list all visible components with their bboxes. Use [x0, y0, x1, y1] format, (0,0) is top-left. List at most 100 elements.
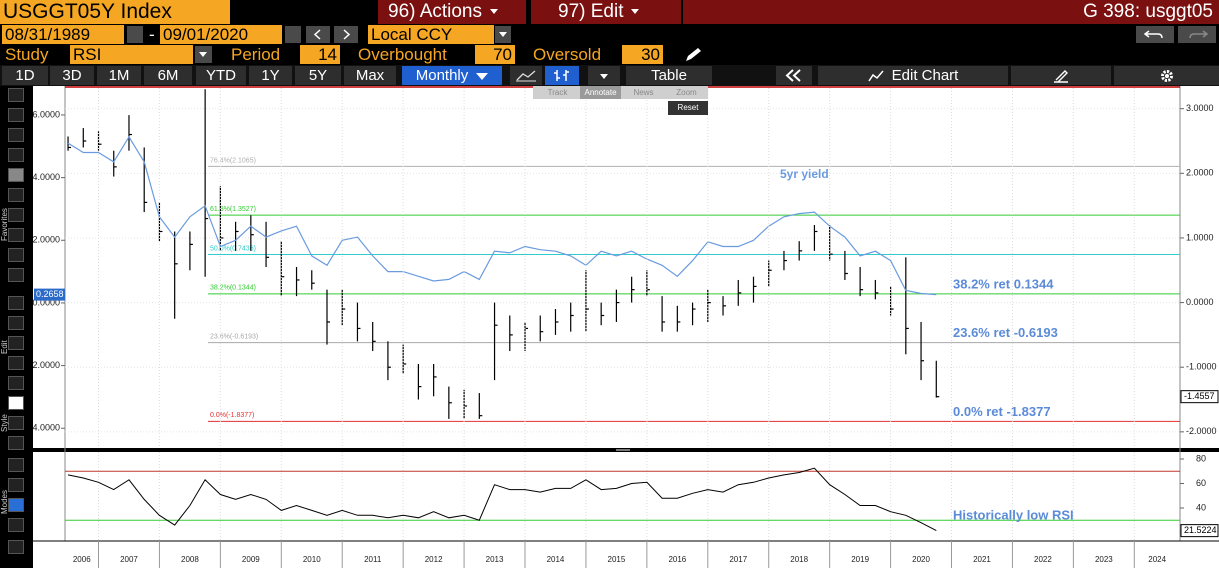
x-tick-label: 2023 [1095, 555, 1113, 564]
bar-chart-button[interactable] [545, 66, 579, 85]
chart-tool[interactable]: Track [547, 88, 568, 97]
range-button[interactable]: 1Y [249, 66, 292, 85]
delete-tool[interactable] [8, 356, 24, 370]
pen-icon[interactable] [683, 46, 703, 64]
range-button[interactable]: 1M [97, 66, 141, 85]
draw-button[interactable] [1011, 66, 1111, 85]
fib-tool[interactable] [8, 168, 24, 182]
period-label: Period [231, 45, 281, 64]
sidebar-section-label: Modes [0, 489, 9, 514]
edit-chart-button[interactable]: Edit Chart [818, 66, 1008, 85]
oversold-label: Oversold [533, 45, 602, 64]
x-tick-label: 2017 [729, 555, 747, 564]
y2-tick-label: 2.0000 [1186, 168, 1214, 178]
prev-button[interactable] [306, 26, 330, 43]
color-style[interactable] [8, 396, 24, 410]
series-label: 5yr yield [780, 167, 829, 181]
currency-field[interactable]: Local CCY [368, 25, 494, 44]
dollar-tool[interactable] [8, 148, 24, 162]
calendar-button[interactable] [285, 26, 301, 43]
x-tick-label: 2006 [73, 555, 91, 564]
chart-type-dropdown[interactable] [588, 66, 620, 85]
reset-button[interactable]: Reset [668, 101, 708, 115]
pointer-tool[interactable] [8, 88, 24, 102]
channel-tool[interactable] [8, 208, 24, 222]
edit-chart-label: Edit Chart [891, 67, 959, 84]
period-field[interactable]: 14 [300, 45, 340, 64]
pen-tool[interactable] [8, 296, 24, 310]
oversold-field[interactable]: 30 [622, 45, 663, 64]
fib-level-label: 76.4%(2.1065) [210, 157, 256, 164]
start-date-field[interactable]: 08/31/1989 [2, 25, 124, 44]
mode-four[interactable] [8, 518, 24, 532]
erase-tool[interactable] [8, 336, 24, 350]
settings-button[interactable] [1114, 66, 1219, 85]
chart-tool[interactable]: Zoom [676, 88, 697, 97]
collapse-icon [785, 69, 801, 82]
dash-style[interactable] [8, 436, 24, 450]
retracement-tool[interactable] [8, 188, 24, 202]
sidebar-section-label: Style [0, 414, 9, 432]
table-button[interactable]: Table [626, 66, 712, 85]
actions-label: 96) Actions [388, 1, 482, 22]
brush-tool[interactable] [8, 228, 24, 242]
dropdown-arrow [499, 32, 507, 38]
prev-icon [313, 29, 321, 40]
y-tick-label: 6.0000 [32, 109, 60, 119]
hline-tool[interactable] [8, 248, 24, 262]
dropdown-arrow [199, 52, 207, 58]
y-tick-label: 0.0000 [32, 297, 60, 307]
study-label: Study [5, 45, 49, 64]
y2-tick-label: 0.0000 [1186, 297, 1214, 307]
range-button[interactable]: YTD [196, 66, 246, 85]
study-dropdown[interactable] [195, 46, 212, 63]
ticker-field[interactable]: USGGT05Y Index [0, 0, 230, 24]
y-tick-label: 80 [1196, 453, 1206, 463]
line-chart-button[interactable] [510, 66, 542, 85]
rsi-line [67, 467, 937, 532]
range-button[interactable]: 6M [144, 66, 192, 85]
calendar-button[interactable] [127, 26, 143, 43]
frequency-button[interactable]: Monthly [402, 66, 502, 85]
x-tick-label: 2008 [181, 555, 199, 564]
dropdown-arrow [600, 73, 608, 79]
percent-tool[interactable] [8, 128, 24, 142]
line-tool[interactable] [8, 108, 24, 122]
study-field[interactable]: RSI [70, 45, 193, 64]
edit-chart-icon [868, 70, 884, 82]
actions-menu[interactable]: 96) Actions [378, 0, 526, 24]
x-tick-label: 2015 [608, 555, 626, 564]
x-tick-label: 2022 [1034, 555, 1052, 564]
collapse-button[interactable] [776, 66, 812, 85]
undo-button[interactable] [1136, 26, 1174, 43]
last-value-label: 0.2658 [36, 289, 64, 299]
move-tool[interactable] [8, 316, 24, 330]
chart-tool[interactable]: News [633, 88, 654, 97]
currency-dropdown[interactable] [495, 26, 511, 43]
end-date-field[interactable]: 09/01/2020 [160, 25, 282, 44]
annotation: 0.0% ret -1.8377 [953, 404, 1051, 419]
text-style[interactable] [8, 376, 24, 390]
width-style[interactable] [8, 416, 24, 430]
y-tick-label: 2.0000 [32, 235, 60, 245]
y-tick-label: -4.0000 [29, 423, 60, 433]
pattern-tool[interactable] [8, 268, 24, 282]
fib-level-label: 38.2%(0.1344) [210, 285, 256, 292]
redo-button[interactable] [1178, 26, 1216, 43]
range-button[interactable]: 1D [2, 66, 48, 85]
chart-tool[interactable]: Annotate [580, 86, 621, 99]
settings-tool[interactable] [8, 540, 24, 554]
frequency-label: Monthly [415, 67, 469, 84]
range-button[interactable]: 3D [50, 66, 94, 85]
mode-three[interactable] [8, 498, 24, 512]
fib-level-label: 50.0%(0.7436) [210, 245, 256, 252]
next-button[interactable] [334, 26, 358, 43]
x-tick-label: 2010 [303, 555, 321, 564]
range-button[interactable]: 5Y [295, 66, 341, 85]
mode-one[interactable] [8, 458, 24, 472]
mode-two[interactable] [8, 478, 24, 492]
edit-menu[interactable]: 97) Edit [531, 0, 681, 24]
x-tick-label: 2024 [1148, 555, 1166, 564]
range-button[interactable]: Max [344, 66, 396, 85]
overbought-field[interactable]: 70 [475, 45, 515, 64]
